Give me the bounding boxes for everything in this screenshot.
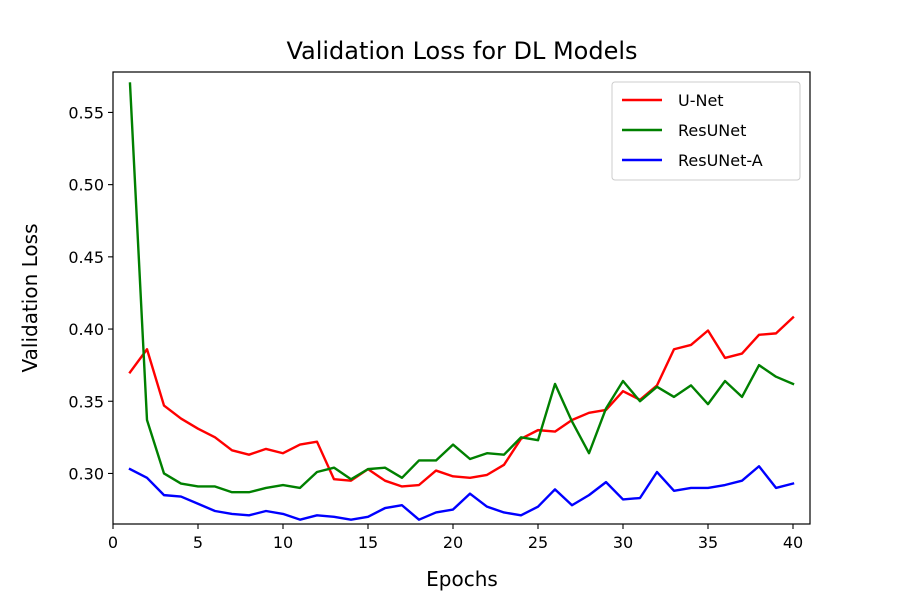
axes-frame: [112, 71, 811, 525]
x-tick-label: 25: [528, 533, 548, 552]
series-line-0: [128, 315, 795, 488]
y-axis-label: Validation Loss: [18, 224, 42, 373]
x-tick-label: 10: [273, 533, 293, 552]
x-tick-label: 30: [613, 533, 633, 552]
y-tick-label: 0.35: [68, 392, 104, 411]
x-tick-label: 5: [193, 533, 203, 552]
y-tick-label: 0.55: [68, 103, 104, 122]
chart-title: Validation Loss for DL Models: [286, 37, 637, 65]
x-tick-label: 20: [443, 533, 463, 552]
x-tick-label: 0: [108, 533, 118, 552]
x-tick-label: 40: [783, 533, 803, 552]
x-tick-label: 15: [358, 533, 378, 552]
x-tick-label: 35: [698, 533, 718, 552]
legend-label-0: U-Net: [678, 91, 724, 110]
x-axis-label: Epochs: [426, 567, 498, 591]
y-tick-label: 0.40: [68, 320, 104, 339]
legend-label-2: ResUNet-A: [678, 151, 763, 170]
y-tick-label: 0.45: [68, 248, 104, 267]
y-tick-label: 0.30: [68, 464, 104, 483]
legend-label-1: ResUNet: [678, 121, 746, 140]
legend-box: [611, 81, 801, 181]
plot-area: 0 5 10 15 20 25 30 35 40 0.30 0.35 0.40 0.45 0.50 0.55…: [68, 71, 811, 552]
series-line-1: [128, 82, 795, 494]
series-line-2: [128, 465, 795, 521]
y-tick-label: 0.50: [68, 176, 104, 195]
